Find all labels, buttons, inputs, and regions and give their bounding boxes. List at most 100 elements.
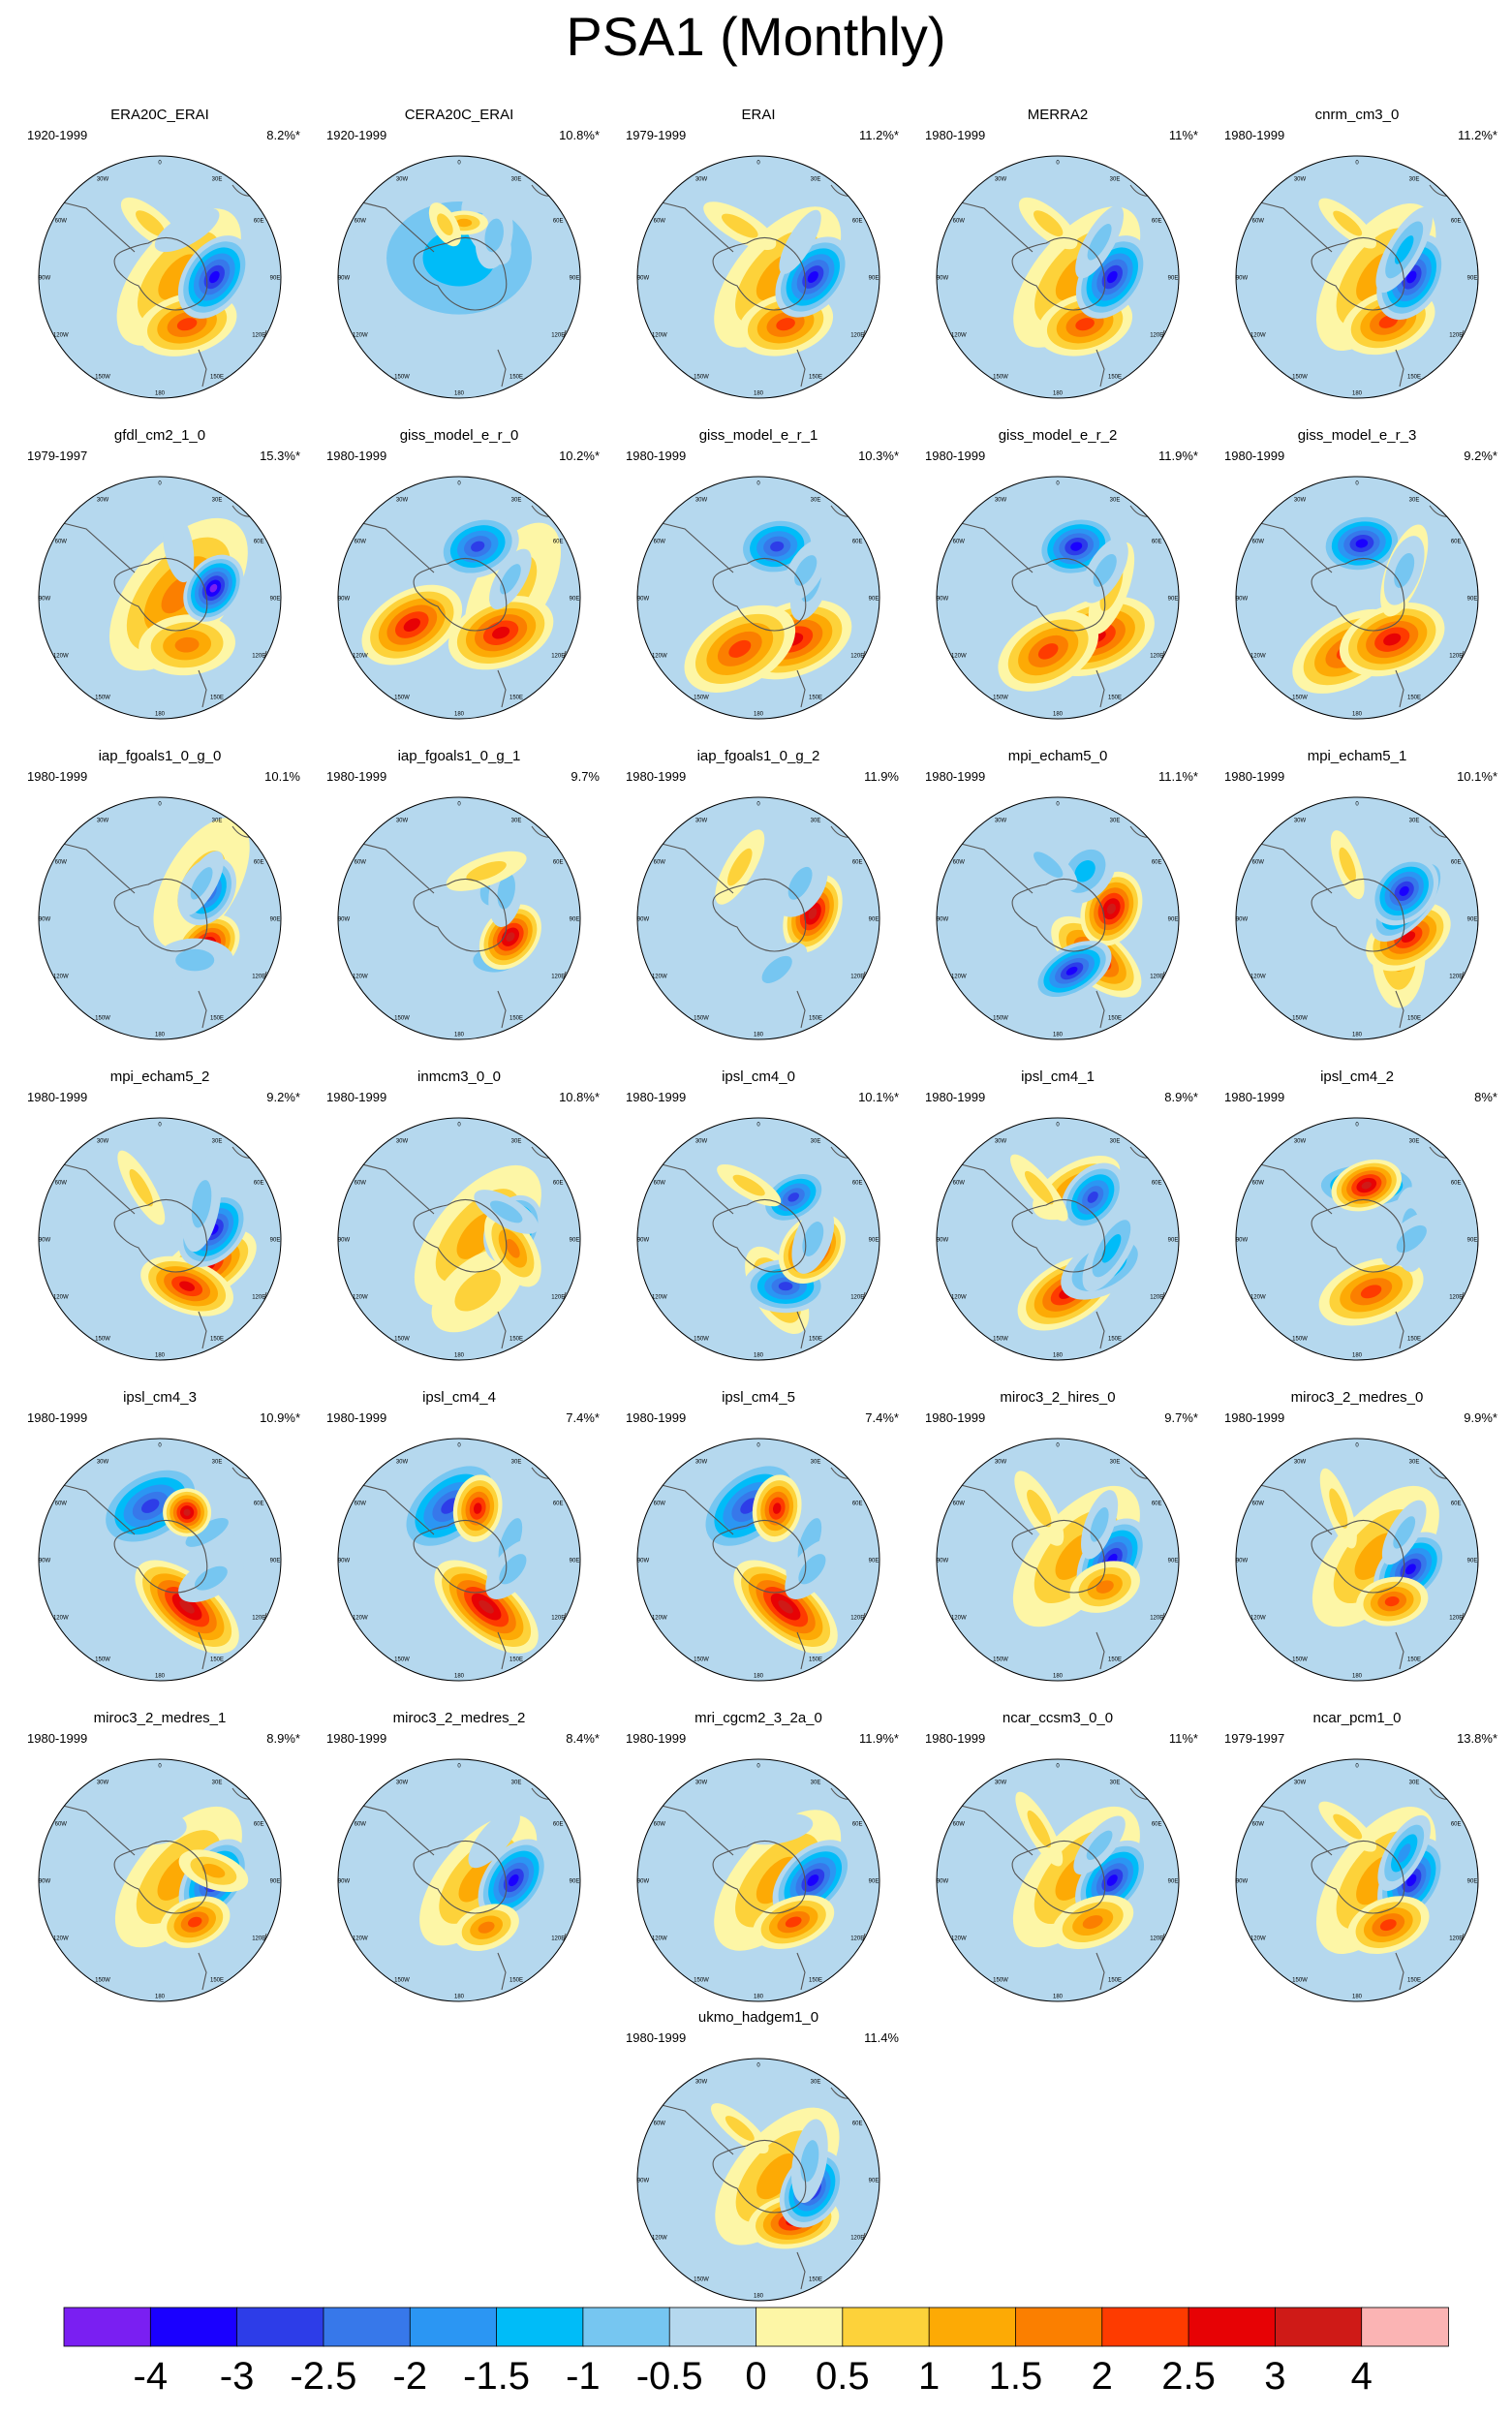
longitude-label: 30W bbox=[995, 497, 1007, 503]
map-panel: mpi_echam5_0 1980-1999 11.1%* 0 30E 60E 90E 120… bbox=[917, 748, 1198, 1068]
panel-title: gfdl_cm2_1_0 bbox=[113, 427, 206, 444]
longitude-label: 150W bbox=[1292, 1016, 1308, 1022]
positive-anomaly bbox=[1069, 1561, 1140, 1613]
contour-level bbox=[1074, 860, 1095, 883]
contour-level bbox=[136, 210, 166, 236]
longitude-label: 30W bbox=[97, 1459, 109, 1465]
map-border bbox=[337, 155, 581, 399]
negative-anomaly bbox=[164, 1503, 251, 1562]
colorbar-tick-label: -1.5 bbox=[463, 2355, 530, 2398]
anomaly-field bbox=[1236, 477, 1478, 719]
colorbar-swatch bbox=[409, 2307, 498, 2347]
map-border bbox=[936, 1438, 1180, 1682]
polar-stereographic-map: 0 30E 60E 90E 120E 150E 180 150W 120W 90W 60W 30W bbox=[936, 1117, 1180, 1361]
new-zealand-coastline bbox=[198, 1311, 207, 1349]
colorbar-swatch bbox=[1015, 2307, 1103, 2347]
anomaly-field bbox=[637, 156, 879, 398]
polar-stereographic-map: 0 30E 60E 90E 120E 150E 180 150W 120W 90W 60W 30W bbox=[936, 1438, 1180, 1682]
longitude-label: 0 bbox=[1355, 1123, 1359, 1129]
polar-stereographic-map: 0 30E 60E 90E 120E 150E 180 150W 120W 90W 60W 30W bbox=[636, 2058, 880, 2302]
antarctica-coastline bbox=[712, 1198, 807, 1273]
new-zealand-coastline bbox=[1095, 349, 1105, 387]
positive-anomaly bbox=[1015, 1791, 1064, 1867]
colorbar-tick-label: -2 bbox=[393, 2355, 428, 2398]
longitude-label: 30E bbox=[1409, 176, 1420, 182]
contour-level bbox=[725, 2116, 755, 2142]
longitude-label: 90E bbox=[1168, 917, 1179, 923]
contour-level bbox=[175, 948, 215, 972]
longitude-label: 120E bbox=[252, 1616, 265, 1622]
longitude-label: 30W bbox=[97, 1138, 109, 1144]
longitude-label: 60E bbox=[1451, 219, 1462, 225]
longitude-label: 90W bbox=[637, 276, 650, 282]
negative-anomaly bbox=[791, 1204, 835, 1274]
negative-anomaly bbox=[436, 514, 519, 579]
longitude-label: 60E bbox=[553, 1822, 564, 1828]
panel-title: giss_model_e_r_2 bbox=[998, 427, 1118, 444]
longitude-label: 90E bbox=[1467, 1559, 1478, 1564]
longitude-label: 60E bbox=[553, 540, 564, 545]
contour-level bbox=[770, 541, 785, 552]
map-panel: miroc3_2_medres_1 1980-1999 8.9%* 0 30E 60E 90… bbox=[19, 1710, 300, 2029]
antarctica-coastline bbox=[712, 1840, 807, 1914]
contour-level bbox=[499, 1554, 527, 1585]
longitude-label: 90W bbox=[937, 1559, 949, 1564]
positive-anomaly bbox=[1318, 1257, 1424, 1326]
longitude-label: 120W bbox=[53, 654, 69, 660]
colorbar-swatch bbox=[928, 2307, 1017, 2347]
new-zealand-coastline bbox=[497, 1952, 507, 1991]
longitude-label: 30E bbox=[811, 818, 821, 823]
longitude-label: 60E bbox=[1451, 1502, 1462, 1507]
south-america-coastline bbox=[1251, 1803, 1333, 1856]
positive-anomaly bbox=[140, 1255, 234, 1316]
colorbar-swatch bbox=[236, 2307, 324, 2347]
panel-period: 1920-1999 bbox=[326, 128, 387, 142]
positive-anomaly bbox=[1052, 1895, 1134, 1949]
longitude-label: 60E bbox=[254, 540, 264, 545]
longitude-label: 30E bbox=[1409, 818, 1420, 823]
longitude-label: 60W bbox=[953, 1822, 966, 1828]
longitude-label: 60E bbox=[1152, 1181, 1162, 1187]
longitude-label: 120E bbox=[551, 654, 565, 660]
longitude-label: 60W bbox=[55, 860, 68, 866]
panel-period: 1980-1999 bbox=[326, 769, 387, 784]
anomaly-field bbox=[937, 477, 1179, 719]
longitude-label: 30E bbox=[511, 1138, 522, 1144]
longitude-label: 90E bbox=[869, 1559, 879, 1564]
longitude-label: 60W bbox=[355, 219, 367, 225]
longitude-label: 90E bbox=[270, 1879, 281, 1885]
longitude-label: 150E bbox=[509, 375, 523, 381]
positive-anomaly bbox=[752, 1474, 802, 1542]
longitude-label: 180 bbox=[754, 2294, 764, 2300]
panel-title: giss_model_e_r_0 bbox=[399, 427, 519, 444]
positive-anomaly bbox=[1339, 602, 1445, 677]
contour-level bbox=[509, 1874, 519, 1887]
map-panel: ipsl_cm4_3 1980-1999 10.9%* 0 30E 60E 90E 120E 1… bbox=[19, 1389, 300, 1709]
longitude-label: 30E bbox=[811, 1459, 821, 1465]
longitude-label: 120W bbox=[951, 1616, 967, 1622]
contour-level bbox=[478, 1921, 495, 1934]
longitude-label: 150W bbox=[394, 1016, 410, 1022]
longitude-label: 150W bbox=[694, 375, 709, 381]
polar-stereographic-map: 0 30E 60E 90E 120E 150E 180 150W 120W 90W 60W 30W bbox=[1235, 476, 1479, 720]
longitude-label: 150E bbox=[1108, 1978, 1122, 1984]
panel-title: ipsl_cm4_2 bbox=[1320, 1069, 1394, 1085]
longitude-label: 180 bbox=[1053, 1674, 1064, 1680]
map-border bbox=[936, 476, 1180, 720]
colorbar-swatch bbox=[1188, 2307, 1277, 2347]
contour-level bbox=[1333, 1813, 1363, 1840]
longitude-label: 120E bbox=[1449, 1295, 1463, 1301]
contour-level bbox=[403, 618, 420, 632]
antarctica-coastline bbox=[1311, 1198, 1405, 1273]
antarctica-coastline bbox=[113, 878, 208, 952]
contour-level bbox=[176, 318, 198, 331]
longitude-label: 180 bbox=[754, 391, 764, 397]
longitude-label: 0 bbox=[1355, 481, 1359, 487]
longitude-label: 60W bbox=[1252, 219, 1265, 225]
contour-level bbox=[1399, 885, 1409, 896]
longitude-label: 90E bbox=[869, 1238, 879, 1244]
anomaly-field bbox=[1236, 797, 1478, 1039]
panel-period: 1980-1999 bbox=[1224, 449, 1285, 463]
south-america-coastline bbox=[54, 1482, 136, 1535]
longitude-label: 60W bbox=[654, 860, 666, 866]
